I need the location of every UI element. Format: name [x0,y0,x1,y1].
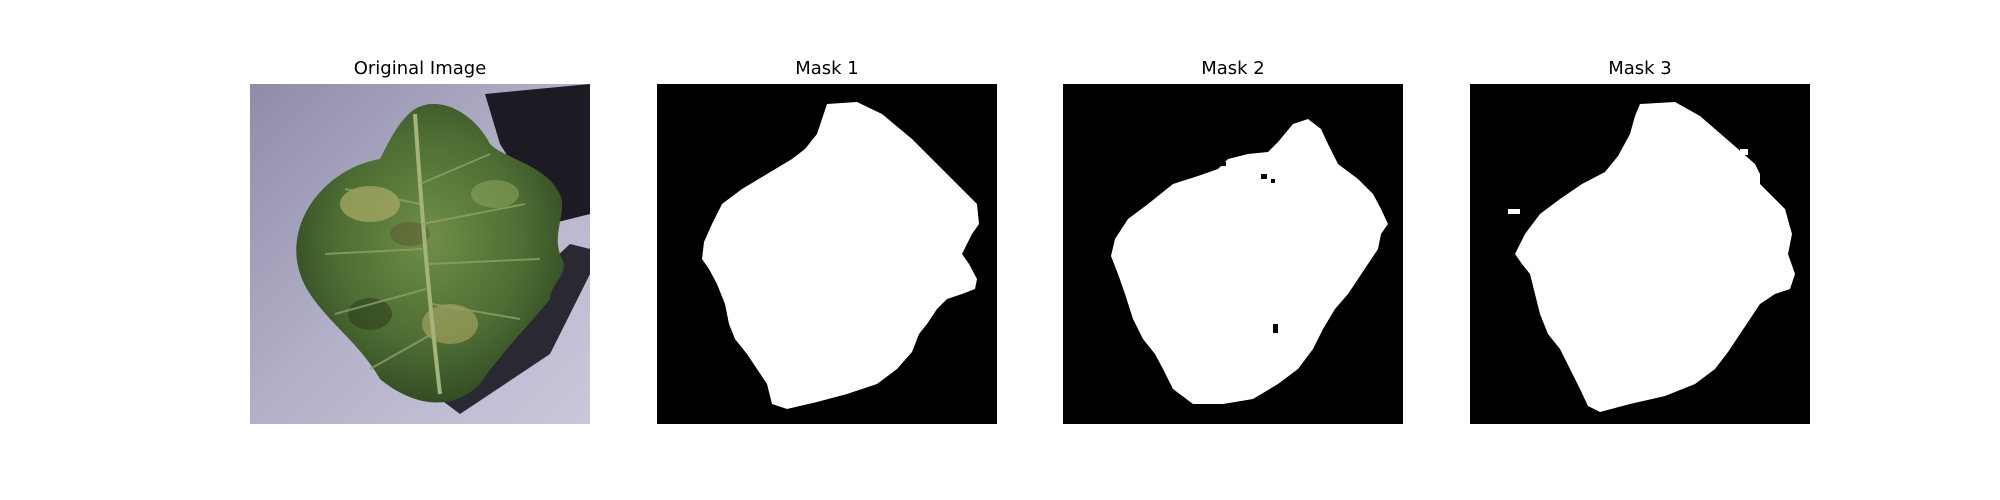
mask-2-image [1063,84,1403,424]
original-image [250,84,590,424]
mask-3-shape [1470,84,1810,424]
mask-1-shape [657,84,997,424]
leaf-photo [250,84,590,424]
panel-title: Original Image [353,58,487,79]
mask-3-image [1470,84,1810,424]
panel-title: Mask 3 [1608,58,1672,79]
mask-2-shape [1063,84,1403,424]
mask-1-image [657,84,997,424]
panel-title: Mask 2 [1201,58,1265,79]
panel-title: Mask 1 [795,58,859,79]
